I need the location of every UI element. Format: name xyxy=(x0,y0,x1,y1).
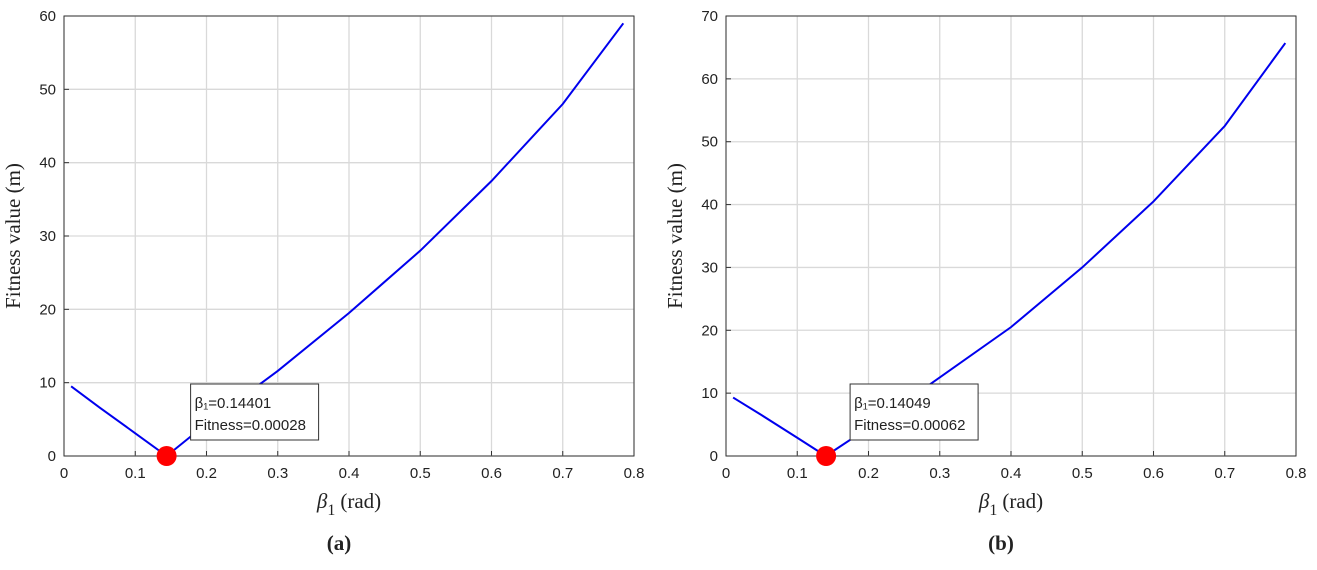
x-axis-label: β1 (rad) xyxy=(316,489,381,519)
x-tick-label: 0.6 xyxy=(481,465,502,482)
x-tick-label: 0.7 xyxy=(1214,465,1235,482)
axes-box xyxy=(63,15,635,457)
minimum-marker xyxy=(156,445,177,466)
x-label-subscript: 1 xyxy=(989,502,997,519)
x-tick-label: 0.3 xyxy=(929,465,950,482)
annotation-text: Fitness=0.00062 xyxy=(854,417,965,434)
x-tick-label: 0.5 xyxy=(410,465,431,482)
x-label-symbol: β xyxy=(316,489,328,513)
annotation-box xyxy=(849,383,979,441)
x-axis-label: β1 (rad) xyxy=(978,489,1043,519)
x-label-unit: (rad) xyxy=(340,489,381,513)
y-tick-label: 50 xyxy=(39,81,56,98)
y-tick-label: 60 xyxy=(701,71,718,88)
y-axis-label: Fitness value (m) xyxy=(663,163,687,309)
y-tick-label: 60 xyxy=(39,8,56,25)
x-label-symbol: β xyxy=(978,489,990,513)
x-tick-label: 0.4 xyxy=(1001,465,1022,482)
x-label-unit: (rad) xyxy=(1002,489,1043,513)
y-tick-label: 30 xyxy=(39,228,56,245)
y-tick-label: 20 xyxy=(39,301,56,318)
x-tick-label: 0.2 xyxy=(858,465,879,482)
x-label-subscript: 1 xyxy=(327,502,335,519)
x-tick-label: 0.3 xyxy=(267,465,288,482)
axes-box xyxy=(725,15,1297,457)
x-tick-label: 0.8 xyxy=(1286,465,1307,482)
data-line xyxy=(70,22,625,458)
y-tick-label: 40 xyxy=(39,155,56,172)
x-tick-label: 0 xyxy=(60,465,68,482)
x-tick-label: 0.4 xyxy=(339,465,360,482)
chart-panel: 0 0.1 0.2 0.3 0.4 0.5 0.6 0.7 0.8 0 10 20 30 40 50 60 70… xyxy=(663,8,1306,555)
y-tick-label: 20 xyxy=(701,322,718,339)
y-tick-label: 30 xyxy=(701,259,718,276)
y-tick-label: 0 xyxy=(48,448,56,465)
chart-panel: 0 0.1 0.2 0.3 0.4 0.5 0.6 0.7 0.8 0 10 20 30 40 50 60 β₁… xyxy=(1,8,644,555)
y-tick-label: 40 xyxy=(701,197,718,214)
x-tick-label: 0.6 xyxy=(1143,465,1164,482)
x-tick-label: 0.1 xyxy=(125,465,146,482)
data-line xyxy=(732,42,1287,458)
panel-label: (b) xyxy=(988,531,1014,555)
panel-label: (a) xyxy=(327,531,352,555)
x-tick-label: 0.5 xyxy=(1072,465,1093,482)
y-axis-label: Fitness value (m) xyxy=(1,163,25,309)
x-tick-label: 0.1 xyxy=(787,465,808,482)
y-tick-label: 0 xyxy=(710,448,718,465)
annotation-text: β₁=0.14049 xyxy=(854,395,931,412)
x-tick-label: 0.7 xyxy=(552,465,573,482)
y-tick-label: 10 xyxy=(701,385,718,402)
x-tick-label: 0.2 xyxy=(196,465,217,482)
y-tick-label: 50 xyxy=(701,134,718,151)
annotation-box xyxy=(190,383,320,441)
y-tick-label: 70 xyxy=(701,8,718,25)
annotation-text: β₁=0.14401 xyxy=(195,395,272,412)
x-tick-label: 0.8 xyxy=(624,465,645,482)
y-tick-label: 10 xyxy=(39,375,56,392)
annotation-text: Fitness=0.00028 xyxy=(195,417,306,434)
x-tick-label: 0 xyxy=(722,465,730,482)
minimum-marker xyxy=(816,445,837,466)
